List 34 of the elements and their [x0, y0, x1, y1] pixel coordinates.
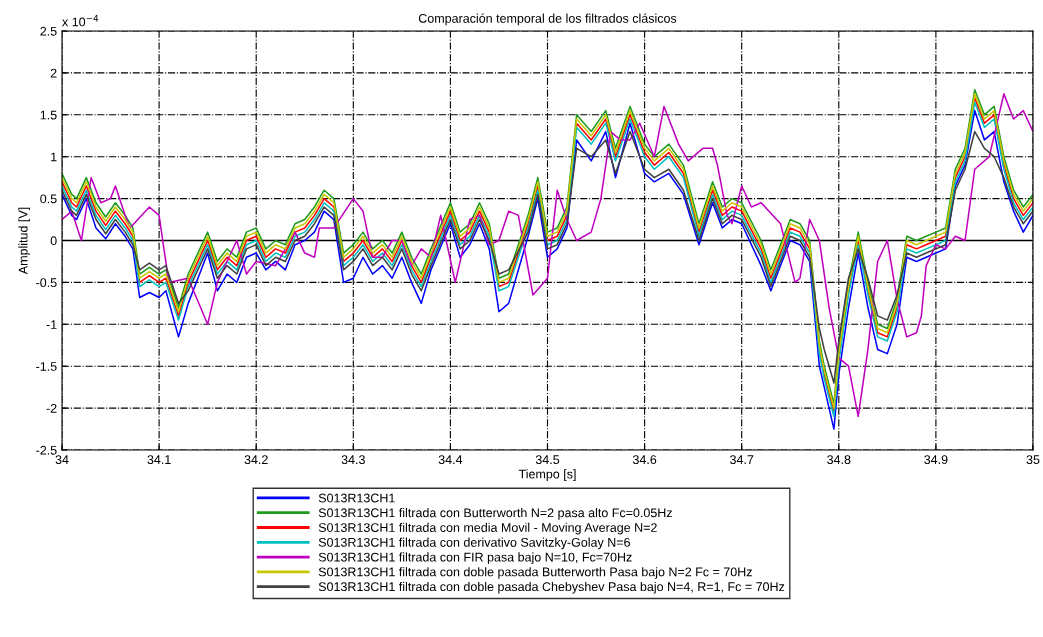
y-tick-label: 2.5: [40, 26, 57, 36]
y-axis-title: Amplitud [V]: [18, 207, 31, 275]
y-tick-label: -2: [46, 403, 57, 413]
x-tick-label: 34.6: [632, 455, 657, 465]
x-tick-label: 34.5: [535, 455, 560, 465]
x-tick-label: 34.8: [827, 455, 851, 465]
text: x 10$^{−4}$: [62, 15, 99, 27]
x-tick-label: 34.7: [730, 455, 754, 465]
x-tick-label: 34.1: [147, 455, 171, 465]
y-tick-label: -1.5: [36, 362, 57, 371]
x-tick-label: 35: [1026, 455, 1040, 465]
x-axis-title: Tiempo [s]: [518, 469, 576, 481]
y-tick-label: -2.5: [36, 445, 57, 455]
legend-label: S013R13CH1 filtrada con Butterworth N=2 pasa alto Fc=0.05Hz: [318, 508, 672, 520]
legend-label: S013R13CH1: [318, 493, 395, 503]
y-tick-label: 1: [51, 152, 57, 162]
line-series: [62, 130, 1033, 384]
legend-label: S013R13CH1 filtrada con FIR pasa bajo N=10, Fc=70Hz: [318, 552, 632, 565]
y-tick-label: 1.5: [40, 110, 57, 120]
y-tick-label: -0.5: [36, 278, 57, 288]
y-tick-label: -1: [46, 320, 57, 329]
legend-label: S013R13CH1 filtrada con derivativo Savitzky-Golay N=6: [318, 537, 630, 550]
legend-label: S013R13CH1 filtrada con doble pasada Chebyshev Pasa bajo N=4, R=1, Fc = 70Hz: [318, 581, 785, 594]
x-tick-label: 34.3: [341, 455, 365, 465]
chart-title: Comparación temporal de los filtrados clásicos: [418, 13, 677, 26]
x-tick-label: 34.4: [438, 455, 463, 465]
legend-label: S013R13CH1 filtrada con doble pasada Butterworth Pasa bajo N=2 Fc = 70Hz: [318, 567, 752, 579]
legend-label: S013R13CH1 filtrada con media Movil - Moving Average N=2: [318, 522, 657, 535]
y-tick-label: 0: [50, 236, 57, 246]
y-tick-label: 2: [50, 68, 57, 78]
y-tick-label: 0.5: [40, 194, 57, 204]
x-tick-label: 34: [55, 455, 69, 465]
x-tick-label: 34.9: [924, 455, 948, 465]
x-tick-label: 34.2: [244, 455, 268, 465]
